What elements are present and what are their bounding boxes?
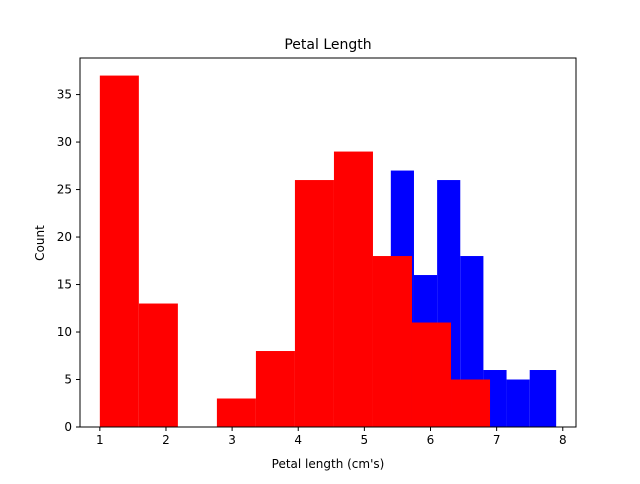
y-tick-label: 35 (57, 88, 72, 102)
y-axis-label: Count (33, 225, 47, 261)
histogram-bar-series-1-bin-9 (451, 379, 491, 427)
histogram-bar-series-1-bin-0 (99, 75, 139, 428)
x-tick-label: 7 (493, 433, 501, 447)
histogram-bar-series-1-bin-7 (372, 256, 412, 427)
y-tick-label: 0 (64, 420, 72, 434)
x-tick-label: 6 (427, 433, 435, 447)
chart-title: Petal Length (284, 37, 371, 53)
y-tick-label: 20 (57, 230, 72, 244)
histogram-bar-series-1-bin-1 (138, 303, 178, 427)
x-tick-label: 2 (162, 433, 170, 447)
histogram-bar-series-1-bin-8 (411, 322, 452, 427)
histogram-bar-series-1-bin-4 (255, 351, 295, 427)
histogram-bar-series-1-bin-5 (294, 180, 334, 427)
x-tick-label: 5 (361, 433, 369, 447)
x-tick-label: 8 (559, 433, 567, 447)
y-tick-label: 5 (64, 373, 72, 387)
x-tick-label: 4 (294, 433, 302, 447)
y-tick-label: 15 (57, 278, 72, 292)
x-tick-label: 3 (228, 433, 236, 447)
plot-frame (79, 57, 577, 428)
x-axis-label: Petal length (cm's) (272, 457, 385, 471)
histogram-bar-series-1-bin-3 (216, 398, 256, 427)
histogram-bar-series-0-bin-5 (506, 379, 530, 427)
y-tick-label: 10 (57, 325, 72, 339)
histogram-bar-series-1-bin-6 (333, 151, 373, 428)
x-tick-label: 1 (96, 433, 104, 447)
histogram-bar-series-0-bin-6 (529, 370, 557, 427)
y-tick-label: 30 (57, 135, 72, 149)
y-tick-label: 25 (57, 183, 72, 197)
